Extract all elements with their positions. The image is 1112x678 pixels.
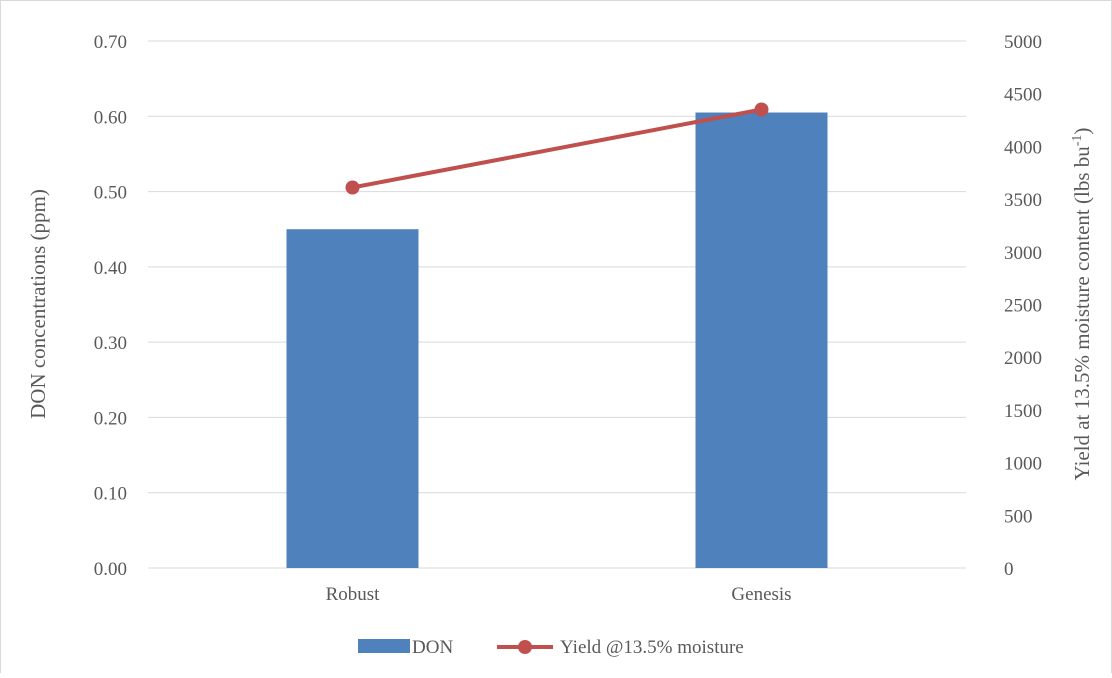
left-axis-ticks: 0.00 0.10 0.20 0.30 0.40 0.50 0.60 0.70: [94, 32, 127, 580]
y2-axis-title-end: ): [1070, 128, 1094, 135]
gridlines: [148, 40, 966, 569]
legend-swatch-don: [358, 639, 410, 653]
y-tick-label: 0.00: [94, 559, 127, 580]
y-axis-title: DON concentrations (ppm): [26, 189, 50, 419]
y2-tick-label: 4000: [1004, 137, 1042, 158]
legend-label-yield: Yield @13.5% moisture: [560, 637, 744, 658]
legend-swatch-yield-marker: [518, 640, 532, 654]
y2-tick-label: 5000: [1004, 32, 1042, 53]
y2-axis-title-main: Yield at 13.5% moisture content (lbs bu: [1070, 146, 1094, 481]
y-tick-label: 0.60: [94, 107, 127, 128]
x-tick-label: Robust: [326, 584, 381, 605]
yield-point-robust: [345, 180, 360, 195]
legend-label-don: DON: [412, 637, 453, 658]
y-tick-label: 0.10: [94, 484, 127, 505]
y-tick-label: 0.50: [94, 183, 127, 204]
y-tick-label: 0.70: [94, 32, 127, 53]
legend: DON Yield @13.5% moisture: [358, 637, 744, 658]
yield-line: [352, 107, 762, 190]
x-tick-label: Genesis: [731, 584, 791, 605]
y2-tick-label: 3000: [1004, 243, 1042, 264]
y2-tick-label: 1000: [1004, 454, 1042, 475]
y2-tick-label: 500: [1004, 506, 1033, 527]
y2-tick-label: 2000: [1004, 348, 1042, 369]
y-tick-label: 0.20: [94, 408, 127, 429]
y2-tick-label: 1500: [1004, 401, 1042, 422]
bar-robust: [286, 229, 419, 568]
right-axis-ticks: 0 500 1000 1500 2000 2500 3000 3500 4000 4500 5000: [1004, 32, 1042, 580]
x-axis-ticks: Robust Genesis: [326, 584, 792, 605]
y2-axis-title: Yield at 13.5% moisture content (lbs bu-…: [1070, 128, 1094, 481]
y-tick-label: 0.40: [94, 258, 127, 279]
y2-tick-label: 0: [1004, 559, 1014, 580]
yield-point-genesis: [754, 102, 769, 117]
y2-tick-label: 3500: [1004, 190, 1042, 211]
line-series: [345, 102, 769, 195]
y2-axis-title-sup: -1: [1070, 135, 1085, 147]
y-tick-label: 0.30: [94, 333, 127, 354]
bar-series: [286, 112, 828, 569]
bar-genesis: [695, 112, 828, 569]
y2-tick-label: 2500: [1004, 296, 1042, 317]
y2-tick-label: 4500: [1004, 85, 1042, 106]
